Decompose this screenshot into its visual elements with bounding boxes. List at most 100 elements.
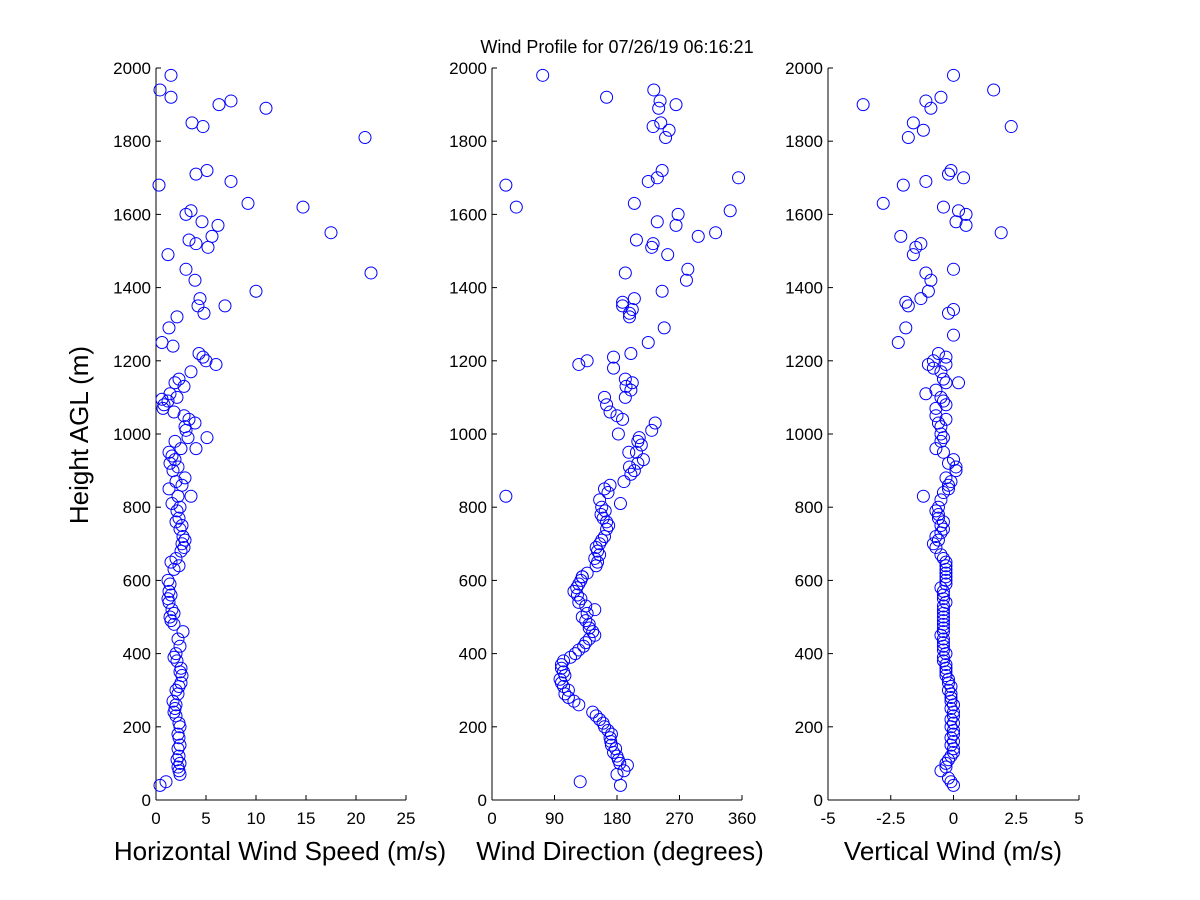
data-point <box>162 321 176 335</box>
y-tick-label: 1800 <box>113 132 151 151</box>
data-point <box>641 336 655 349</box>
data-point <box>936 522 950 536</box>
y-tick-label: 2000 <box>449 59 487 78</box>
data-point <box>201 240 215 254</box>
y-tick-label: 1800 <box>449 132 487 151</box>
y-tick-label: 1200 <box>785 352 823 371</box>
data-point <box>947 303 960 317</box>
data-point <box>941 478 955 492</box>
data-point <box>570 588 584 602</box>
y-tick-label: 1800 <box>785 132 823 151</box>
data-point <box>632 431 646 445</box>
data-point <box>919 94 933 108</box>
data-point <box>167 405 181 419</box>
data-point <box>196 120 210 134</box>
data-point <box>611 427 625 441</box>
data-point <box>641 174 655 188</box>
data-point <box>178 533 192 547</box>
data-point <box>164 68 178 82</box>
data-point <box>934 427 948 441</box>
data-point <box>170 390 184 404</box>
data-point <box>172 559 186 573</box>
data-point <box>603 405 617 419</box>
data-point <box>193 292 207 306</box>
data-point <box>959 218 973 232</box>
data-point <box>364 266 378 280</box>
data-point <box>172 511 186 525</box>
data-point <box>619 379 633 393</box>
data-point <box>173 522 187 536</box>
data-point <box>173 738 187 752</box>
data-point <box>197 306 211 320</box>
data-point <box>572 577 586 591</box>
data-point <box>934 434 948 448</box>
data-point <box>582 621 596 635</box>
y-tick-label: 600 <box>459 571 487 590</box>
data-point <box>929 540 943 554</box>
data-point <box>184 365 198 379</box>
data-point <box>181 431 195 445</box>
data-point <box>153 83 167 97</box>
data-point <box>662 123 676 137</box>
data-point <box>921 284 935 298</box>
x-tick-label: 270 <box>665 809 693 828</box>
data-point <box>600 398 614 412</box>
data-point <box>941 167 955 181</box>
data-point <box>176 529 190 543</box>
data-point <box>157 398 171 412</box>
data-point <box>188 273 202 287</box>
data-point <box>936 603 950 617</box>
data-point <box>185 116 199 130</box>
x-tick-label: 0 <box>151 809 160 828</box>
data-point <box>588 603 602 617</box>
data-point <box>944 720 958 734</box>
y-tick-label: 800 <box>795 498 823 517</box>
data-point <box>947 727 960 741</box>
data-point <box>179 262 193 276</box>
data-point <box>195 215 209 229</box>
data-point <box>509 200 523 214</box>
data-point <box>944 702 958 715</box>
data-point <box>591 555 605 569</box>
data-point <box>609 742 623 756</box>
data-point <box>159 775 173 789</box>
data-point <box>593 548 607 562</box>
data-point <box>919 387 933 401</box>
data-point <box>172 716 186 730</box>
data-point <box>906 248 920 262</box>
x-tick-label: 180 <box>603 809 631 828</box>
data-point <box>573 775 587 789</box>
data-point <box>627 292 641 306</box>
data-point <box>192 346 206 360</box>
data-point <box>580 606 594 620</box>
data-point <box>652 101 666 115</box>
x-tick-label: 90 <box>545 809 564 828</box>
data-point <box>691 229 705 243</box>
x-tick-label: 0 <box>487 809 496 828</box>
data-point <box>580 354 594 368</box>
data-point <box>553 672 567 686</box>
data-point <box>173 756 187 770</box>
data-point <box>987 83 1001 97</box>
data-point <box>947 734 960 748</box>
data-point <box>554 658 568 672</box>
data-point <box>657 321 671 335</box>
y-axis-label: Height AGL (m) <box>64 346 94 524</box>
data-point <box>679 273 693 287</box>
x-tick-label: -2.5 <box>876 809 905 828</box>
x-axis-label: Vertical Wind (m/s) <box>844 836 1062 866</box>
data-point <box>681 262 695 276</box>
data-point <box>939 566 953 580</box>
x-tick-label: 5 <box>201 809 210 828</box>
data-point <box>939 658 953 672</box>
data-point <box>919 174 933 188</box>
data-point <box>598 390 611 404</box>
data-point <box>184 489 198 503</box>
data-point <box>939 760 953 774</box>
data-point <box>324 226 338 240</box>
data-point <box>177 379 191 393</box>
data-point <box>941 753 955 767</box>
data-point <box>627 464 641 478</box>
y-tick-label: 1000 <box>449 425 487 444</box>
